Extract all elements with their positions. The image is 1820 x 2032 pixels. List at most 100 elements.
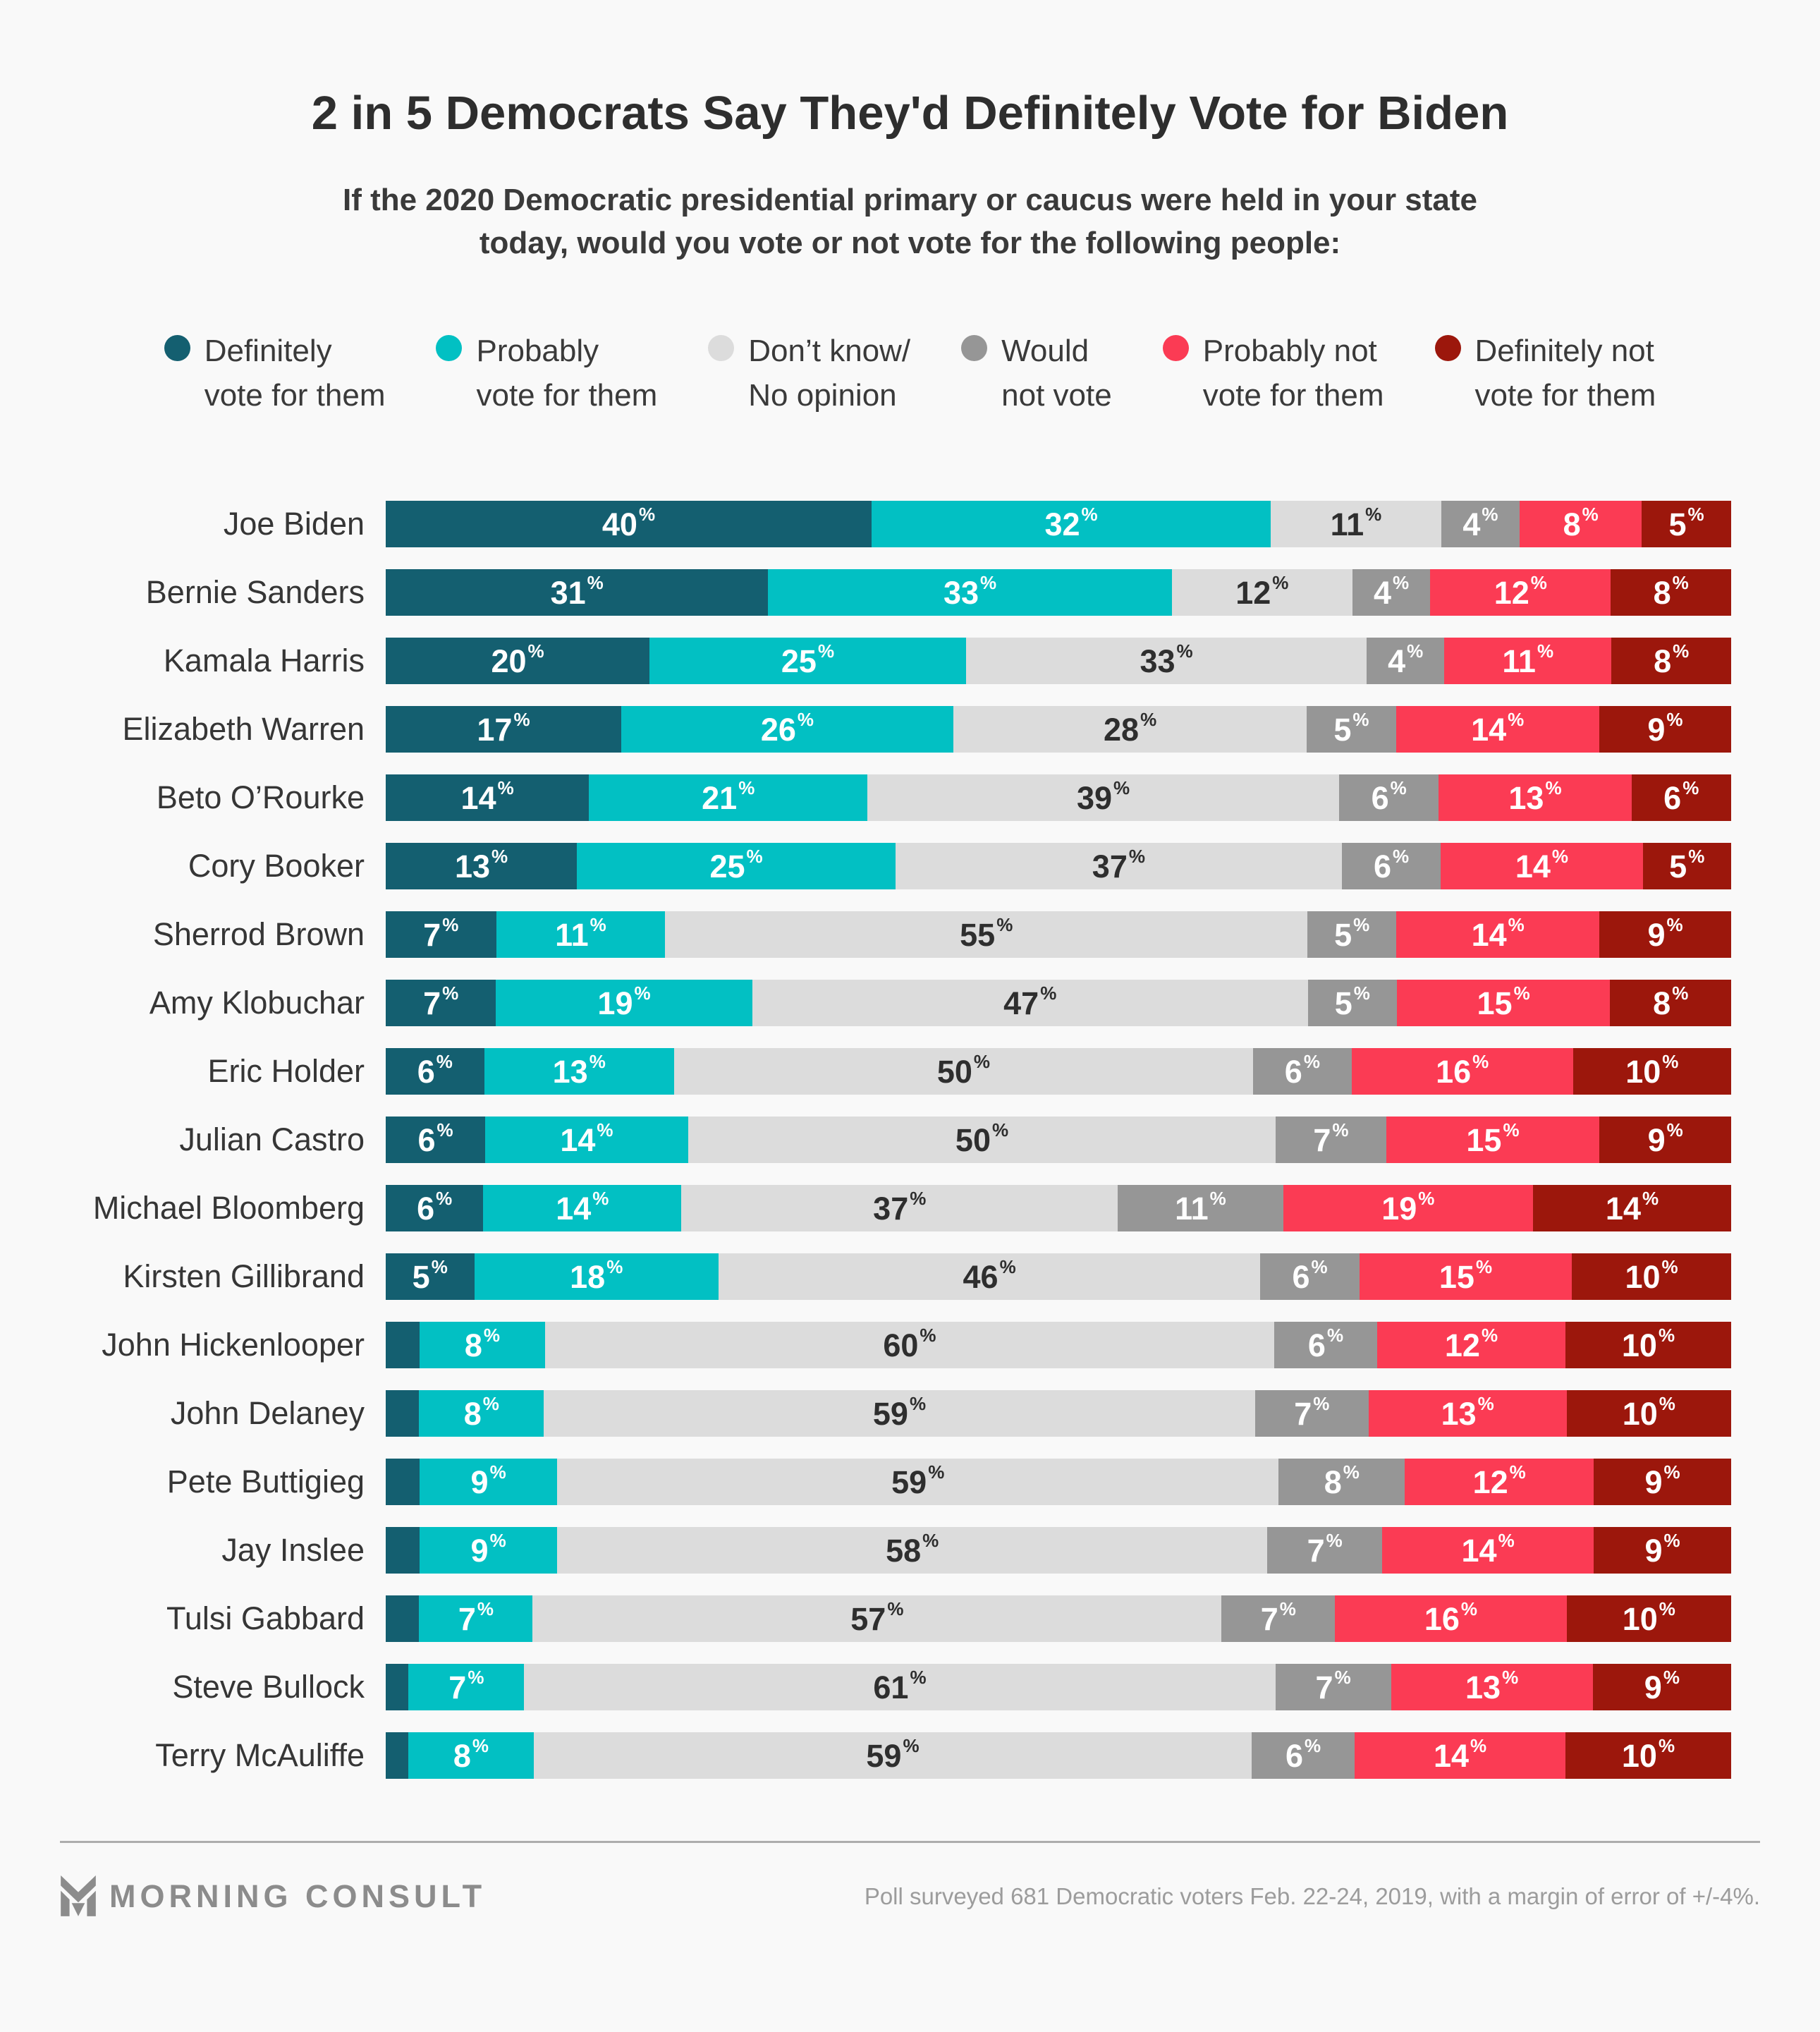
bar-segment-probably_not: 13% [1368,1390,1567,1437]
percent-sign: % [1353,982,1370,1004]
bar-segment-dont_know: 50% [673,1048,1254,1095]
segment-value: 55 [960,916,996,953]
bar-segment-definitely_not: 5% [1642,501,1731,548]
segment-value: 61 [873,1669,909,1705]
bar-segment-probably_not: 13% [1391,1664,1593,1711]
footer: MORNING CONSULT Poll surveyed 681 Democr… [60,1875,1760,1918]
bar-segment-probably_not: 14% [1355,1732,1565,1779]
percent-sign: % [1460,1598,1478,1620]
chart-row: Michael Bloomberg 6% 14% 37% 11% 19% 14% [0,1185,1731,1232]
segment-value: 9 [1644,1464,1663,1500]
bar-segment-probably_not: 12% [1430,569,1611,616]
bar-segment-dont_know: 33% [965,638,1367,685]
segment-value: 13 [552,1053,588,1090]
footer-divider [60,1841,1760,1844]
bar-segment-definitely: 7% [386,911,496,959]
chart-row: Bernie Sanders 31% 33% 12% 4% 12% 8% [0,569,1732,616]
bar-segment-would_not: 8% [1278,1459,1405,1506]
bar-segment-dont_know: 59% [544,1390,1255,1437]
percent-sign: % [1407,640,1424,662]
segment-value: 5 [1333,711,1352,748]
chart-row: Eric Holder 6% 13% 50% 6% 16% 10% [0,1048,1731,1095]
chart-row: Sherrod Brown 7% 11% 55% 5% 14% 9% [0,911,1732,959]
percent-sign: % [738,777,755,799]
percent-sign: % [1642,1188,1659,1210]
segment-value: 9 [1647,711,1666,748]
bar-segment-probably_not: 14% [1395,706,1599,753]
bar-segment-would_not: 5% [1307,706,1396,753]
segment-value: 6 [417,1121,436,1158]
percent-sign: % [1418,1188,1435,1210]
bar-segment-definitely_not: 9% [1599,911,1732,959]
percent-sign: % [1663,1461,1680,1483]
segment-value: 10 [1625,1053,1661,1090]
bar-segment-definitely [386,1527,420,1574]
bar-segment-dont_know: 39% [867,774,1339,822]
percent-sign: % [1672,572,1689,594]
bar-segment-would_not: 6% [1253,1048,1352,1095]
bar-segment-definitely_not: 9% [1594,1527,1731,1574]
segment-value: 7 [423,985,441,1021]
segment-value: 8 [1653,574,1671,611]
segment-value: 14 [1515,848,1551,884]
stacked-bar: 7% 61% 7% 13% 9% [386,1664,1732,1711]
segment-value: 7 [1313,1121,1331,1158]
percent-sign: % [497,777,514,799]
percent-sign: % [903,1735,920,1757]
percent-sign: % [436,1188,453,1210]
bar-segment-probably: 18% [474,1253,719,1301]
segment-value: 14 [1605,1190,1641,1227]
bar-segment-definitely_not: 10% [1565,1322,1731,1369]
percent-sign: % [1477,1393,1494,1415]
stacked-bar: 9% 59% 8% 12% 9% [386,1459,1731,1506]
candidate-label: Tulsi Gabbard [166,1600,365,1637]
chart-row: Pete Buttigieg 9% 59% 8% 12% 9% [0,1459,1731,1506]
bar-segment-definitely_not: 9% [1594,1459,1731,1506]
percent-sign: % [1687,504,1704,525]
percent-sign: % [1393,846,1410,868]
segment-value: 10 [1622,1600,1658,1637]
bar-segment-probably_not: 11% [1444,638,1612,685]
legend-item-definitely: Definitely vote for them [164,329,385,418]
percent-sign: % [1682,777,1699,799]
bar-segment-definitely [386,1322,420,1369]
percent-sign: % [1475,1256,1493,1278]
segment-value: 14 [1471,711,1507,748]
percent-sign: % [1551,846,1569,868]
segment-value: 7 [1315,1669,1333,1705]
percent-sign: % [1508,709,1525,731]
segment-value: 13 [1508,779,1544,816]
percent-sign: % [1537,640,1554,662]
segment-value: 9 [1647,1121,1666,1158]
percent-sign: % [1658,1325,1675,1346]
chart-row: Amy Klobuchar 7% 19% 47% 5% 15% 8% [0,980,1731,1027]
bar-segment-definitely: 17% [386,706,621,753]
chart-row: John Hickenlooper 8% 60% 6% 12% 10% [0,1322,1731,1369]
percent-sign: % [746,846,763,868]
bar-segment-definitely: 6% [386,1185,484,1232]
bar-segment-would_not: 11% [1118,1185,1283,1232]
segment-value: 31 [550,574,586,611]
percent-sign: % [1666,914,1683,936]
segment-value: 7 [423,916,441,953]
segment-value: 25 [781,643,817,679]
bar-segment-would_not: 7% [1275,1664,1391,1711]
segment-value: 13 [1465,1669,1501,1705]
candidate-label: Cory Booker [188,848,365,884]
percent-sign: % [468,1667,484,1689]
bar-segment-would_not: 4% [1367,638,1445,685]
segment-value: 59 [872,1395,908,1432]
segment-value: 6 [417,1190,435,1227]
bar-segment-dont_know: 28% [953,706,1307,753]
candidate-label: Bernie Sanders [145,574,365,611]
segment-value: 14 [1471,916,1507,953]
percent-sign: % [1326,1530,1343,1552]
stacked-bar: 6% 13% 50% 6% 16% 10% [386,1048,1731,1095]
stacked-bar: 20% 25% 33% 4% 11% 8% [386,638,1731,685]
stacked-bar: 7% 11% 55% 5% 14% 9% [386,911,1732,959]
bar-segment-would_not: 6% [1341,843,1441,890]
candidate-label: Sherrod Brown [152,916,365,953]
bar-segment-definitely: 5% [386,1253,475,1301]
segment-value: 7 [1294,1395,1312,1432]
stacked-bar-chart: Joe Biden 40% 32% 11% 4% 8% 5% Bernie Sanders 31… [0,501,1820,1779]
